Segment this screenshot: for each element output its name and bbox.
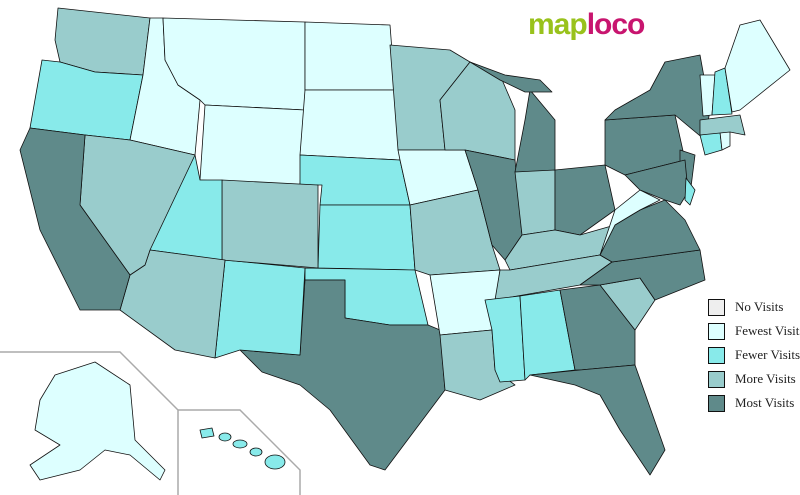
state-nh[interactable] xyxy=(711,67,733,116)
state-tx[interactable] xyxy=(239,279,446,471)
inset-border xyxy=(178,409,301,495)
state-ct[interactable] xyxy=(699,131,723,156)
state-me[interactable] xyxy=(724,19,791,113)
state-hi-island[interactable] xyxy=(218,432,232,442)
state-co[interactable] xyxy=(221,179,319,269)
state-mi[interactable] xyxy=(514,89,556,173)
legend-label: No Visits xyxy=(735,299,784,314)
state-hi-island[interactable] xyxy=(232,439,248,449)
legend-item: Most Visits xyxy=(708,391,800,415)
state-hi[interactable] xyxy=(199,427,215,439)
legend-swatch xyxy=(708,370,725,388)
state-de[interactable] xyxy=(684,177,696,206)
state-hi-island[interactable] xyxy=(249,447,263,457)
maploco-logo: maploco xyxy=(528,8,645,41)
legend-label: Fewer Visits xyxy=(735,347,800,362)
state-wv[interactable] xyxy=(599,189,661,256)
state-sd[interactable] xyxy=(299,89,401,161)
state-in[interactable] xyxy=(514,169,556,236)
legend-item: No Visits xyxy=(708,295,800,319)
state-fl[interactable] xyxy=(529,364,666,476)
state-ma[interactable] xyxy=(699,114,746,136)
legend-swatch xyxy=(708,322,725,340)
legend-label: More Visits xyxy=(735,371,796,386)
legend-label: Most Visits xyxy=(735,395,795,410)
inset-border xyxy=(0,351,179,495)
state-ri[interactable] xyxy=(719,131,731,151)
legend: No Visits Fewest Visits Fewer Visits More V… xyxy=(708,295,800,415)
state-wy[interactable] xyxy=(199,104,306,186)
legend-item: Fewer Visits xyxy=(708,343,800,367)
legend-item: Fewest Visits xyxy=(708,319,800,343)
state-hi-island[interactable] xyxy=(264,454,286,470)
legend-swatch xyxy=(708,394,725,412)
state-md[interactable] xyxy=(624,159,689,206)
legend-label: Fewest Visits xyxy=(735,323,800,338)
state-miu[interactable] xyxy=(469,61,553,93)
state-nd[interactable] xyxy=(304,21,396,91)
state-nm[interactable] xyxy=(214,259,306,359)
legend-swatch xyxy=(708,298,725,316)
legend-item: More Visits xyxy=(708,367,800,391)
state-oh[interactable] xyxy=(554,164,616,236)
state-ca[interactable] xyxy=(19,127,131,311)
state-ak[interactable] xyxy=(29,361,166,481)
legend-swatch xyxy=(708,346,725,364)
state-ks[interactable] xyxy=(317,204,416,271)
